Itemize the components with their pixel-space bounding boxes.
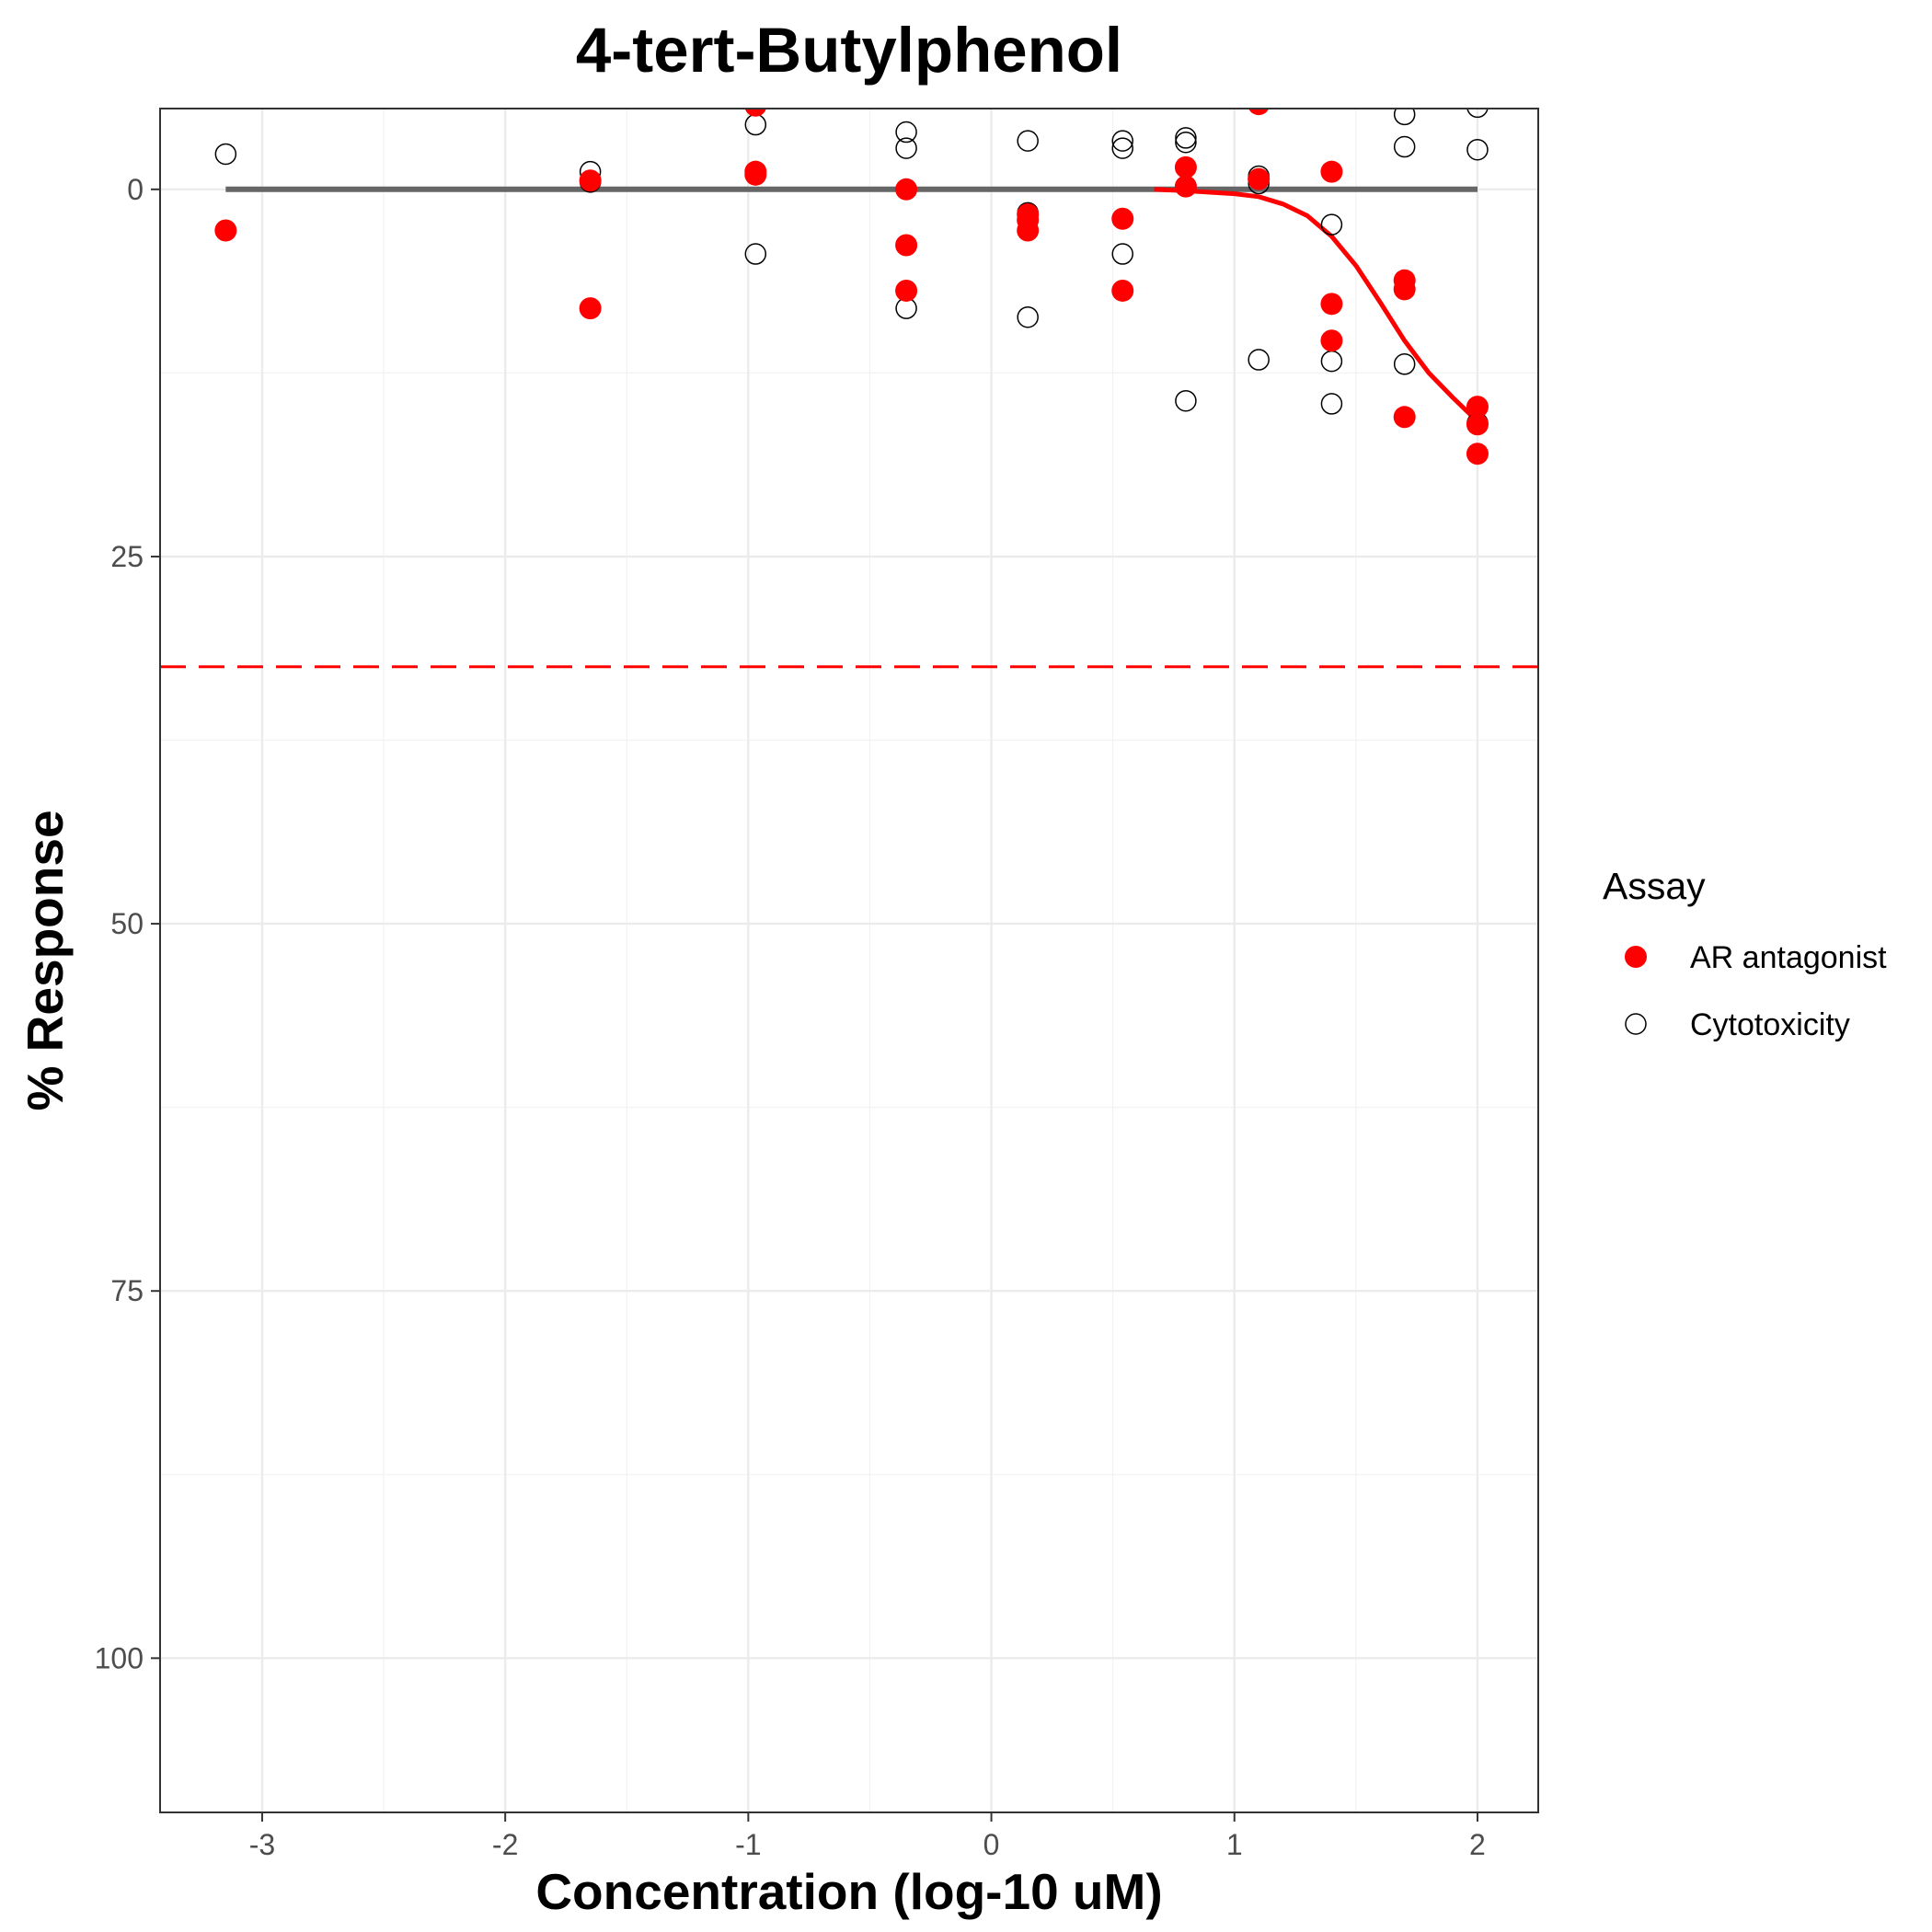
ar-antagonist-point [579,169,602,192]
cytotoxicity-point [1175,131,1197,154]
legend-key-ar-antagonist [1625,946,1647,968]
cytotoxicity-point [1320,213,1343,236]
x-tick-label: -2 [492,1828,518,1861]
x-tick-label: 0 [983,1828,1000,1861]
plot-background [160,109,1538,1812]
ar-antagonist-point [1320,293,1343,316]
x-tick-label: 2 [1469,1828,1486,1861]
cytotoxicity-point [895,137,917,159]
y-tick-label: 0 [127,173,144,206]
chart-title: 4-tert-Butylphenol [576,15,1122,86]
ar-antagonist-point [1174,175,1197,198]
y-axis-title: % Response [17,810,74,1110]
ar-antagonist-point [895,234,918,257]
ar-antagonist-point [1393,406,1416,429]
x-axis-title: Concentration (log-10 uM) [535,1863,1162,1920]
ar-antagonist-point [1248,167,1271,190]
minor-gridlines [160,109,1538,1812]
ar-antagonist-point [1248,109,1270,116]
cytotoxicity-point [1393,353,1416,375]
ar-antagonist-point [579,297,602,320]
ar-antagonist-point [1174,155,1197,178]
y-tick-label: 25 [110,540,144,573]
ar-antagonist-point [895,178,918,201]
cytotoxicity-point [1111,130,1133,152]
legend-label-ar-antagonist: AR antagonist [1690,940,1887,975]
ar-antagonist-point [1320,329,1343,352]
cytotoxicity-point [1175,127,1197,149]
y-tick-label: 100 [95,1641,144,1674]
cytotoxicity-point [1248,349,1270,371]
x-axis: -3 -2 -1 0 1 2 [249,1812,1486,1861]
y-axis: 0 25 50 75 100 [95,173,160,1674]
ar-antagonist-point [1111,279,1134,302]
x-tick-label: -3 [249,1828,275,1861]
x-tick-label: 1 [1226,1828,1243,1861]
cytotoxicity-point [1017,130,1039,152]
legend-title: Assay [1603,865,1706,907]
fit-curve [1154,187,1479,423]
ar-antagonist-point [1111,207,1134,230]
ar-antagonist-point [1320,160,1343,183]
ar-antagonist-point [744,163,767,186]
x-tick-label: -1 [735,1828,761,1861]
ar-antagonist-point [1466,396,1489,419]
major-gridlines [160,109,1538,1812]
cytotoxicity-point [895,121,917,144]
cytotoxicity-point [214,143,237,166]
cytotoxicity-point [1017,305,1039,328]
legend: Assay AR antagonist Cytotoxicity [1603,865,1887,1042]
legend-key-cytotoxicity [1625,1013,1647,1035]
cytotoxicity-point [1111,137,1133,159]
lines-layer [160,186,1538,669]
plot-border [159,108,1539,1813]
cytotoxicity-point [1466,109,1489,119]
points-layer [214,109,1489,466]
ar-antagonist-point [1466,413,1489,436]
ar-antagonist-point [1466,443,1489,466]
cytotoxicity-point [744,243,767,265]
cytotoxicity-point [1320,393,1343,415]
ar-antagonist-point [1393,278,1416,301]
cytotoxicity-point [1111,243,1133,265]
ar-antagonist-point [214,219,237,242]
cytotoxicity-point [1175,389,1197,412]
ar-antagonist-point [895,279,918,302]
ar-antagonist-point [1017,219,1040,242]
ar-antagonist-point [744,109,766,117]
cytotoxicity-point [1393,135,1416,158]
cytotoxicity-point [1466,138,1489,161]
y-tick-label: 50 [110,907,144,940]
y-tick-label: 75 [110,1274,144,1307]
cytotoxicity-point [1393,109,1416,126]
legend-label-cytotoxicity: Cytotoxicity [1690,1007,1850,1042]
